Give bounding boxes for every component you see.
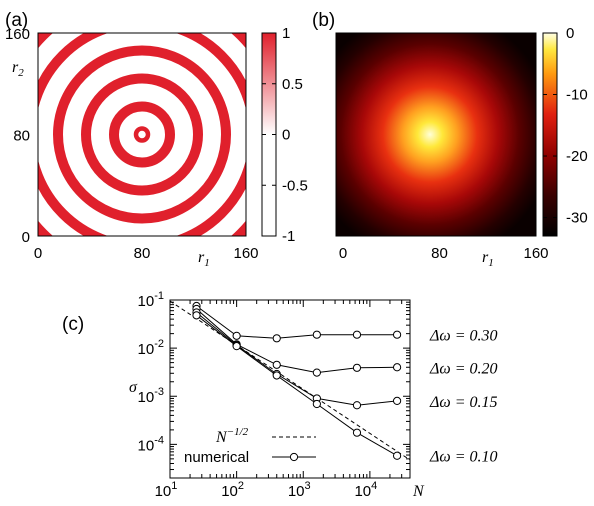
ring-3 <box>81 73 203 196</box>
series-label: Δω = 0.20 <box>429 360 497 377</box>
y-tick-label: 10-3 <box>138 386 164 406</box>
panel-c-frame <box>169 299 411 479</box>
y-tick-label: 10-4 <box>138 434 164 454</box>
series-marker-1 <box>352 363 362 372</box>
legend: N−1/2 numerical <box>184 426 316 466</box>
panel-a-ytick-label: 160 <box>5 26 30 43</box>
series-line-3 <box>196 314 398 457</box>
series-marker-0 <box>232 331 241 340</box>
heatmap-b-frame <box>335 32 537 237</box>
series-label: Δω = 0.30 <box>429 328 497 345</box>
panel-b-xtick-label: 0 <box>339 245 347 262</box>
ring-2 <box>109 101 175 168</box>
panel-a: (a) 1 0.5 0 -0.5 -1 0 80 160 160 80 0 r2 r1 <box>5 10 308 269</box>
series-line-2 <box>196 312 398 406</box>
panel-a-label: (a) <box>5 10 28 31</box>
series-marker-2 <box>392 396 402 406</box>
reference-line <box>170 300 410 461</box>
panel-b-label: (b) <box>312 10 335 31</box>
x-tick-label: 104 <box>354 480 377 500</box>
colorbar-b-tick-label: 0 <box>566 25 574 42</box>
series-label: Δω = 0.15 <box>429 394 497 411</box>
colorbar-a-ticks: 1 0.5 0 -0.5 -1 <box>262 25 308 245</box>
legend-numerical-label: numerical <box>184 449 249 466</box>
legend-reference-label: N−1/2 <box>215 426 249 446</box>
panel-c-ylabel: σ <box>129 379 138 396</box>
series-labels: Δω = 0.30 Δω = 0.20 Δω = 0.15 Δω = 0.10 <box>429 328 497 466</box>
series-marker-1 <box>312 368 321 377</box>
y-tick-label: 10-2 <box>138 338 164 358</box>
panel-a-xtick-label: 160 <box>233 245 258 262</box>
panel-b: (b) 0 -10 <box>312 10 588 269</box>
panel-c-xlabel: N <box>412 483 425 500</box>
series-line-1 <box>196 308 398 374</box>
series-marker-0 <box>272 334 281 343</box>
colorbar-b-tick-label: -20 <box>566 148 588 165</box>
y-tick-label: 10-1 <box>138 290 164 310</box>
colorbar-b-ticks: 0 -10 -20 -30 <box>543 25 588 227</box>
ring-1 <box>133 126 151 143</box>
heatmap-a-frame <box>37 32 247 237</box>
panel-c-axes: 101 102 103 104 10-1 10-2 10-3 10-4 <box>138 290 411 500</box>
series-marker-1 <box>392 363 402 372</box>
series-marker-3 <box>272 371 281 380</box>
panel-c: (c) 101 102 103 104 10-1 10-2 10-3 10-4 Δω = 0.… <box>62 290 497 500</box>
colorbar-a-tick-label: 1 <box>282 25 290 42</box>
colorbar-a-tick-label: 0.5 <box>282 76 303 93</box>
panel-a-xtick-label: 0 <box>34 245 42 262</box>
colorbar-a-tick-label: -0.5 <box>282 177 308 194</box>
panel-a-xtick-label: 80 <box>134 245 151 262</box>
heatmap-a-rings <box>38 33 246 236</box>
legend-numerical-swatch-marker <box>289 452 299 462</box>
panel-c-label: (c) <box>62 314 84 335</box>
series-marker-0 <box>352 330 362 339</box>
panel-b-xtick-label: 80 <box>431 245 448 262</box>
series-marker-3 <box>192 311 201 320</box>
panel-a-ytick-label: 0 <box>22 229 30 246</box>
panel-a-ytick-label: 80 <box>13 128 30 145</box>
reference-line-layer <box>170 300 410 461</box>
series-line-0 <box>196 305 398 339</box>
x-tick-label: 103 <box>288 480 311 500</box>
panel-a-axis-ticks: 0 80 160 160 80 0 <box>5 26 259 262</box>
series-layer <box>196 305 398 457</box>
colorbar-b-tick-label: -30 <box>566 210 588 227</box>
series-marker-1 <box>272 360 281 369</box>
panel-a-xlabel: r1 <box>198 249 210 269</box>
series-marker-3 <box>312 399 321 409</box>
series-marker-0 <box>312 330 321 339</box>
markers-layer <box>192 301 402 460</box>
colorbar-a-tick-label: 0 <box>282 127 290 144</box>
panel-b-axis-ticks: 0 80 160 <box>339 245 549 262</box>
panel-b-xlabel: r1 <box>482 249 494 269</box>
x-tick-label: 102 <box>221 480 244 500</box>
ring-4 <box>53 45 231 224</box>
series-marker-3 <box>352 428 362 437</box>
heatmap-a-background <box>38 33 246 236</box>
series-marker-0 <box>392 330 402 339</box>
x-tick-label: 101 <box>155 480 178 500</box>
colorbar-b-tick-label: -10 <box>566 87 588 104</box>
panel-a-ylabel: r2 <box>12 59 24 79</box>
series-marker-2 <box>352 401 362 410</box>
panel-b-xtick-label: 160 <box>523 245 548 262</box>
series-marker-3 <box>232 342 241 351</box>
series-marker-3 <box>392 451 402 460</box>
colorbar-a-tick-label: -1 <box>282 228 295 245</box>
series-label: Δω = 0.10 <box>429 449 497 466</box>
heatmap-b <box>336 33 536 236</box>
colorbar-b <box>542 32 558 237</box>
